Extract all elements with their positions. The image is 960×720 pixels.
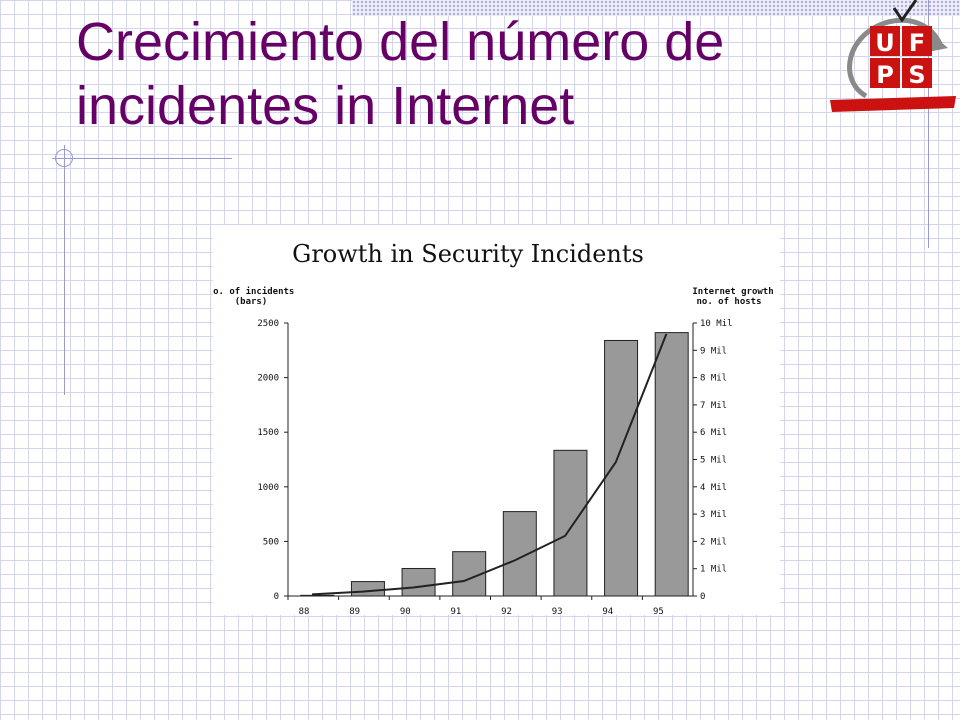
bar (502, 511, 537, 597)
slide-title-line-1: Crecimiento del número de (76, 12, 725, 72)
left-tick-label: 2500 (257, 319, 279, 329)
right-tick-label: 6 Mil (700, 428, 727, 438)
chart-title: Growth in Security Incidents (292, 240, 644, 268)
x-tick-label: 93 (552, 607, 563, 615)
left-tick-label: 0 (274, 592, 279, 602)
chart-bars (300, 332, 689, 597)
bar (553, 449, 588, 597)
x-tick-label: 90 (400, 607, 411, 615)
left-axis-label-line-2: (bars) (235, 297, 268, 307)
right-tick-label: 3 Mil (700, 510, 727, 520)
decorative-horizontal-line (52, 158, 232, 159)
bar (350, 581, 385, 597)
left-axis-label-line-1: no. of incidents (213, 286, 294, 297)
left-tick-label: 1000 (257, 483, 279, 493)
right-tick-label: 7 Mil (700, 401, 727, 411)
chart-line (311, 333, 668, 596)
bar (401, 567, 436, 597)
x-tick-label: 88 (299, 607, 310, 615)
right-tick-label: 9 Mil (700, 346, 727, 356)
top-dotted-band (352, 0, 960, 16)
right-axis-label-line-2: no. of hosts (696, 297, 761, 307)
bar (300, 594, 335, 597)
logo-letter-u: U (875, 29, 895, 57)
ufps-logo: U F P S (830, 0, 956, 112)
x-tick-label: 94 (602, 607, 613, 615)
left-tick-label: 1500 (257, 428, 279, 438)
bar (654, 332, 689, 597)
logo-banner (830, 96, 956, 112)
chart-panel: Growth in Security Incidents no. of inci… (213, 225, 780, 615)
x-tick-label: 95 (653, 607, 664, 615)
decorative-circle (55, 149, 73, 167)
right-tick-label: 5 Mil (700, 456, 727, 466)
x-tick-label: 92 (501, 607, 512, 615)
left-tick-label: 500 (263, 537, 279, 547)
right-tick-label: 10 Mil (700, 319, 733, 329)
slide-title-line-2: incidentes in Internet (76, 76, 575, 136)
logo-arrow (928, 34, 948, 52)
right-tick-label: 2 Mil (700, 537, 727, 547)
logo-letter-p: P (876, 61, 894, 89)
decorative-right-line (928, 0, 929, 248)
x-tick-label: 91 (450, 607, 461, 615)
logo-letter-f: F (909, 29, 925, 57)
right-tick-label: 4 Mil (700, 483, 727, 493)
right-axis-label-line-1: Internet growth (692, 287, 773, 297)
right-tick-label: 0 (700, 592, 705, 602)
right-tick-label: 8 Mil (700, 374, 727, 384)
security-incidents-chart: Growth in Security Incidents no. of inci… (213, 240, 774, 615)
logo-letter-s: S (908, 61, 925, 89)
logo-check (892, 0, 918, 23)
decorative-vertical-line (64, 145, 65, 395)
hosts-line (311, 333, 668, 596)
left-tick-label: 2000 (257, 374, 279, 384)
bar (604, 339, 639, 597)
right-tick-label: 1 Mil (700, 565, 727, 575)
x-tick-label: 89 (349, 607, 360, 615)
slide-title: Crecimiento del número de incidentes in … (76, 10, 816, 138)
